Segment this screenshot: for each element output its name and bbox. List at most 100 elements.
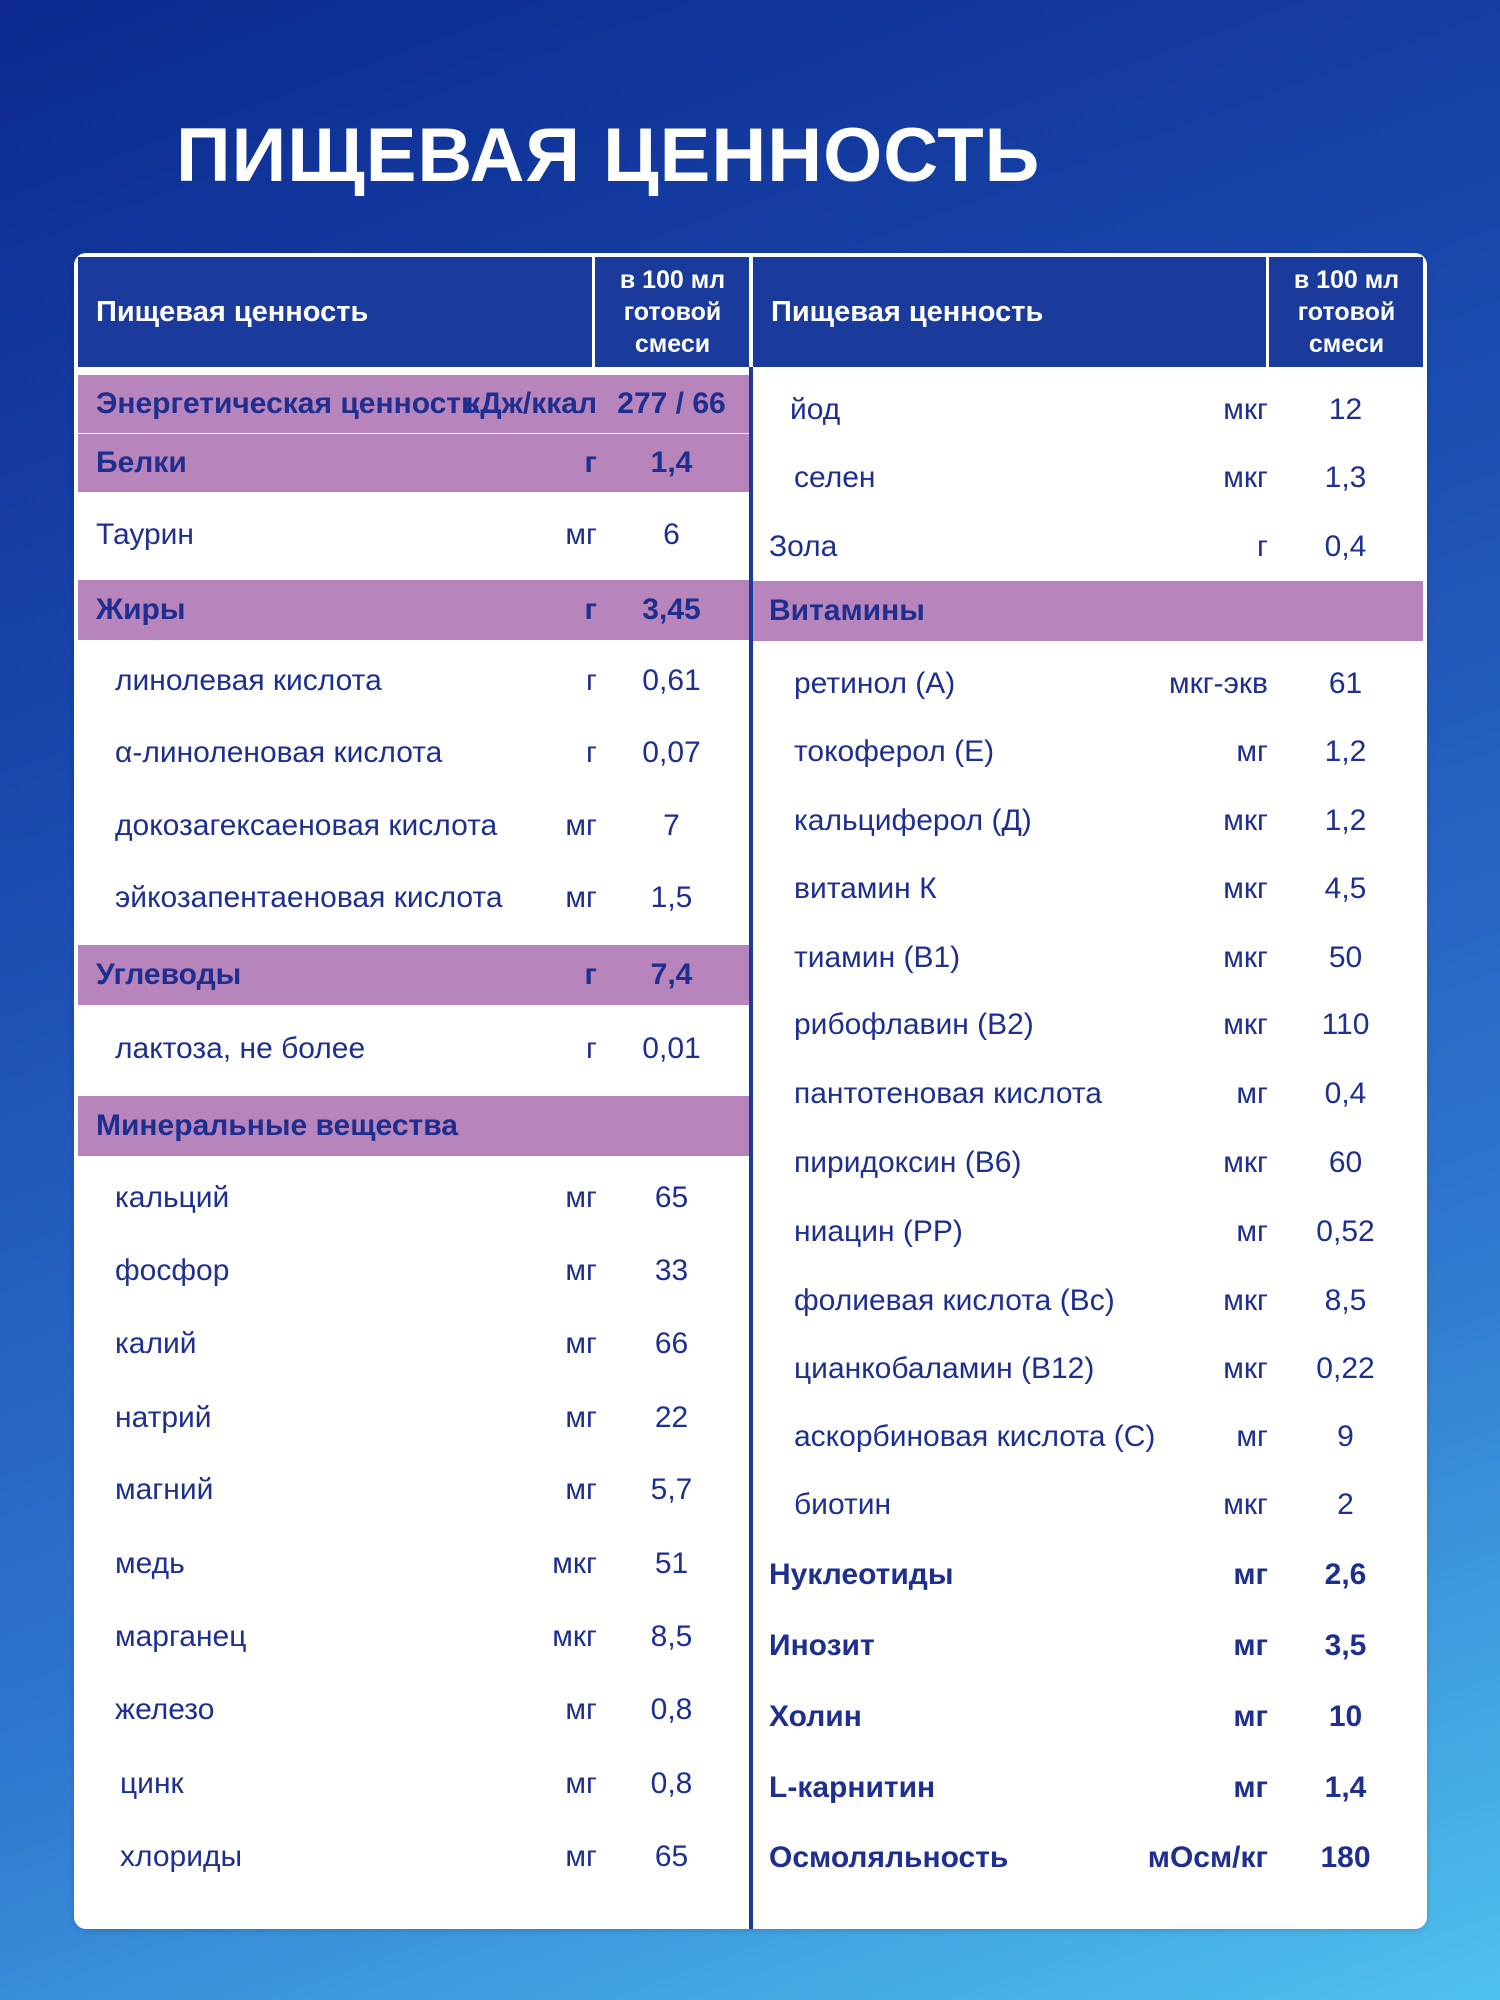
table-row: цинк мг 0,8 xyxy=(78,1749,749,1819)
nutrient-value: 8,5 xyxy=(650,1620,693,1653)
table-row: Осмоляльность мОсм/кг 180 xyxy=(753,1824,1423,1892)
nutrient-value: 1,4 xyxy=(650,446,693,479)
nutrient-value: 4,5 xyxy=(1324,872,1367,905)
table-row: Жиры г 3,45 xyxy=(78,580,749,640)
table-row: Минеральные вещества xyxy=(78,1096,749,1156)
nutrient-unit: мг xyxy=(565,1401,597,1434)
nutrient-unit: мкг xyxy=(1223,804,1268,837)
nutrient-value: 0,4 xyxy=(1324,530,1367,563)
nutrient-unit: мкг xyxy=(1223,1284,1268,1317)
nutrient-value: 60 xyxy=(1328,1146,1363,1179)
table-row: L-карнитин мг 1,4 xyxy=(753,1754,1423,1822)
nutrient-value: 12 xyxy=(1328,393,1363,426)
table-row: ретинол (А) мкг-экв 61 xyxy=(753,650,1423,718)
header-name-label: Пищевая ценность xyxy=(771,295,1044,328)
nutrient-unit: кДж/ккал xyxy=(465,387,597,420)
nutrient-name: хлориды xyxy=(120,1840,243,1873)
nutrient-name: Жиры xyxy=(96,593,186,626)
nutrient-name: Таурин xyxy=(96,518,194,551)
nutrient-unit: мкг xyxy=(1223,393,1268,426)
nutrient-name: аскорбиновая кислота (С) xyxy=(794,1420,1156,1453)
table-row: пиридоксин (В6) мкг 60 xyxy=(753,1129,1423,1197)
page-title: ПИЩЕВАЯ ЦЕННОСТЬ xyxy=(176,113,1041,198)
nutrient-unit: мг xyxy=(565,881,597,914)
table-row: цианкобаламин (В12) мкг 0,22 xyxy=(753,1335,1423,1403)
table-row: кальциферол (Д) мкг 1,2 xyxy=(753,787,1423,855)
table-row: Нуклеотиды мг 2,6 xyxy=(753,1541,1423,1609)
nutrient-name: лактоза, не более xyxy=(115,1032,366,1065)
table-row: Зола г 0,4 xyxy=(753,514,1423,580)
table-row: Витамины xyxy=(753,581,1423,641)
table-row: йод мкг 12 xyxy=(753,377,1423,443)
nutrient-name: Нуклеотиды xyxy=(769,1558,954,1591)
nutrient-value: 65 xyxy=(654,1840,689,1873)
table-header-right: Пищевая ценность в 100 мл готовой смеси xyxy=(753,257,1423,367)
nutrient-value: 9 xyxy=(1337,1420,1354,1453)
header-name-label: Пищевая ценность xyxy=(96,295,369,328)
table-row: ниацин (РР) мг 0,52 xyxy=(753,1198,1423,1266)
nutrient-unit: г xyxy=(586,664,597,697)
nutrient-name: Осмоляльность xyxy=(769,1841,1009,1874)
nutrient-value: 10 xyxy=(1328,1700,1363,1733)
table-row: Инозит мг 3,5 xyxy=(753,1612,1423,1680)
table-row: кальций мг 65 xyxy=(78,1163,749,1233)
nutrient-unit: мкг xyxy=(1223,461,1268,494)
nutrient-name: Холин xyxy=(769,1700,862,1733)
table-row: селен мкг 1,3 xyxy=(753,445,1423,511)
nutrient-name: ниацин (РР) xyxy=(794,1215,963,1248)
nutrient-value: 1,4 xyxy=(1324,1771,1367,1804)
nutrient-unit: г xyxy=(586,1032,597,1065)
table-row: витамин К мкг 4,5 xyxy=(753,855,1423,923)
nutrient-unit: мг xyxy=(1236,1215,1268,1248)
nutrient-unit: мг xyxy=(565,809,597,842)
table-row: натрий мг 22 xyxy=(78,1383,749,1453)
table-row: Таурин мг 6 xyxy=(78,505,749,565)
nutrient-unit: мкг xyxy=(552,1620,597,1653)
nutrient-name: Энергетическая ценность xyxy=(96,387,480,420)
nutrient-unit: мг xyxy=(1233,1771,1268,1804)
nutrient-name: калий xyxy=(115,1327,197,1360)
table-row: докозагексаеновая кислота мг 7 xyxy=(78,792,749,860)
nutrient-unit: мг xyxy=(1236,1420,1268,1453)
table-row: Белки г 1,4 xyxy=(78,434,749,492)
nutrient-unit: мг xyxy=(1236,1077,1268,1110)
nutrient-value: 33 xyxy=(654,1254,689,1287)
nutrient-value: 6 xyxy=(663,518,680,551)
nutrient-value: 51 xyxy=(654,1547,689,1580)
nutrient-name: Инозит xyxy=(769,1629,875,1662)
nutrient-value: 22 xyxy=(654,1401,689,1434)
nutrient-name: рибофлавин (В2) xyxy=(794,1008,1034,1041)
nutrient-name: селен xyxy=(794,461,876,494)
nutrient-name: линолевая кислота xyxy=(115,664,382,697)
nutrient-unit: мг xyxy=(565,1181,597,1214)
nutrient-name: Углеводы xyxy=(96,958,242,991)
nutrient-name: эйкозапентаеновая кислота xyxy=(115,881,503,914)
nutrient-unit: мкг xyxy=(552,1547,597,1580)
nutrient-value: 0,01 xyxy=(642,1032,701,1065)
nutrient-unit: мг xyxy=(1233,1700,1268,1733)
nutrient-name: цианкобаламин (В12) xyxy=(794,1352,1095,1385)
table-row: биотин мкг 2 xyxy=(753,1471,1423,1539)
nutrient-name: биотин xyxy=(794,1488,892,1521)
nutrient-name: магний xyxy=(115,1473,214,1506)
table-row: линолевая кислота г 0,61 xyxy=(78,647,749,715)
header-amount-label: в 100 мл готовой смеси xyxy=(592,257,750,367)
nutrient-unit: г xyxy=(1257,530,1268,563)
nutrient-name: Белки xyxy=(96,446,187,479)
nutrient-unit: мкг xyxy=(1223,872,1268,905)
nutrient-unit: мкг-экв xyxy=(1168,667,1268,700)
nutrient-unit: мг xyxy=(565,1254,597,1287)
table-row: Углеводы г 7,4 xyxy=(78,945,749,1005)
nutrient-unit: мг xyxy=(1236,735,1268,768)
nutrient-unit: г xyxy=(584,593,598,626)
table-row: рибофлавин (В2) мкг 110 xyxy=(753,991,1423,1059)
nutrient-value: 8,5 xyxy=(1324,1284,1367,1317)
nutrient-name: α-линоленовая кислота xyxy=(115,736,443,769)
table-row: Холин мг 10 xyxy=(753,1683,1423,1751)
nutrient-name: железо xyxy=(115,1693,215,1726)
nutrition-table: Пищевая ценность в 100 мл готовой смеси … xyxy=(74,253,1427,1929)
nutrient-unit: мкг xyxy=(1223,1488,1268,1521)
nutrient-name: фолиевая кислота (Вс) xyxy=(794,1284,1115,1317)
nutrient-value: 1,2 xyxy=(1324,735,1367,768)
nutrient-value: 0,8 xyxy=(650,1693,693,1726)
